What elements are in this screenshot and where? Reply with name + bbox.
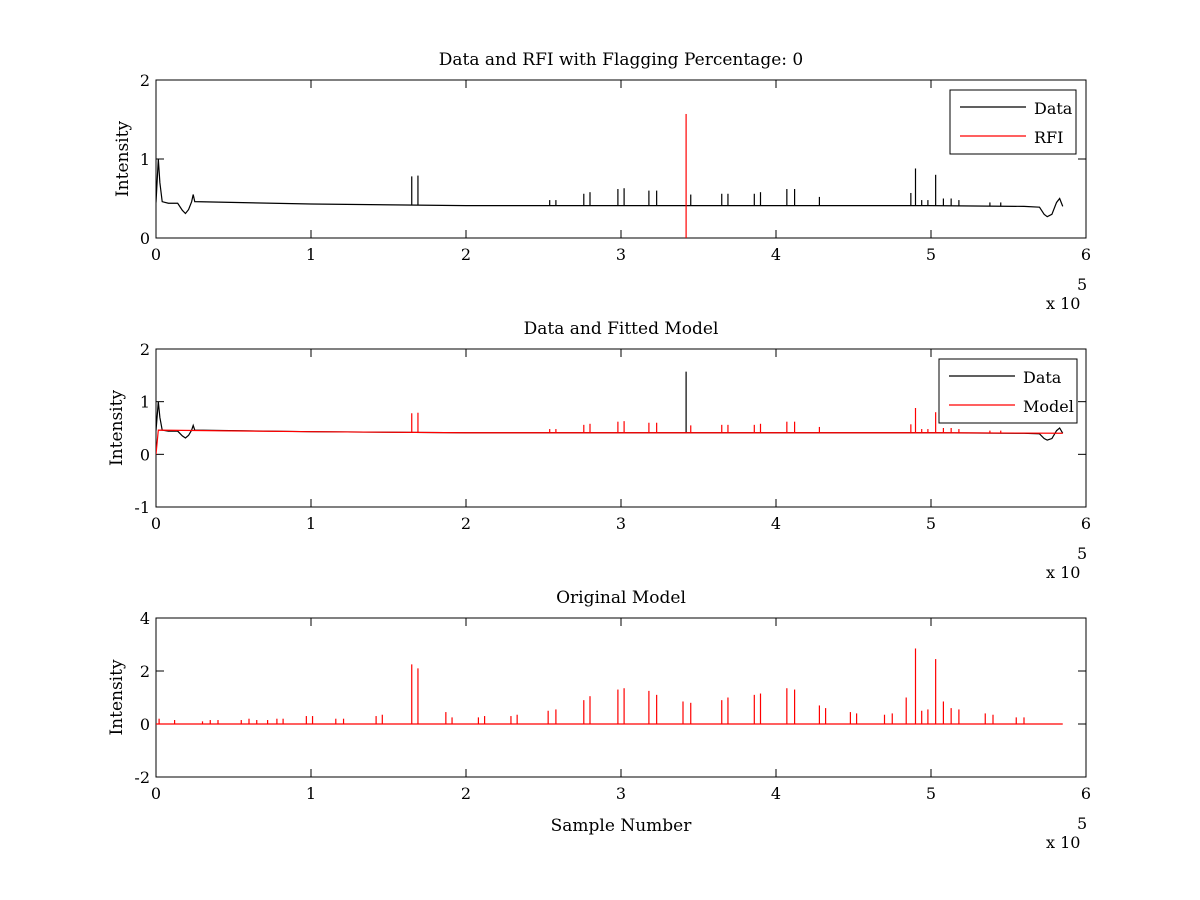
x-multiplier-exponent: 5 — [1077, 275, 1087, 294]
legend-label-model: Model — [1023, 397, 1074, 416]
y-tick-label: 2 — [140, 340, 150, 359]
x-tick-label: 1 — [306, 784, 316, 803]
x-tick-label: 2 — [461, 784, 471, 803]
x-tick-label: 3 — [616, 245, 626, 264]
x-multiplier: x 10 — [1046, 563, 1080, 582]
chart-title: Original Model — [556, 588, 686, 608]
y-axis-label: Intensity — [107, 659, 127, 735]
plot-area — [156, 648, 1063, 725]
x-multiplier-exponent: 5 — [1077, 544, 1087, 563]
y-tick-label: 0 — [140, 445, 150, 464]
x-tick-label: 6 — [1081, 514, 1091, 533]
y-tick-label: 0 — [140, 229, 150, 248]
chart-title: Data and Fitted Model — [524, 319, 719, 339]
y-tick-label: 0 — [140, 715, 150, 734]
legend-label-data: Data — [1023, 368, 1062, 387]
y-tick-label: -1 — [134, 498, 150, 517]
x-multiplier: x 10 — [1046, 833, 1080, 852]
x-tick-label: 6 — [1081, 245, 1091, 264]
x-tick-label: 6 — [1081, 784, 1091, 803]
y-axis-label: Intensity — [107, 390, 127, 466]
plot-area — [156, 371, 1064, 455]
x-tick-label: 4 — [771, 514, 781, 533]
y-tick-label: 1 — [140, 150, 150, 169]
x-tick-label: 4 — [771, 245, 781, 264]
axes-box — [155, 79, 1087, 239]
legend-box — [938, 358, 1078, 424]
chart-title: Data and RFI with Flagging Percentage: 0 — [439, 50, 803, 70]
series-model-line — [156, 429, 1063, 455]
x-tick-label: 2 — [461, 245, 471, 264]
x-multiplier-exponent: 5 — [1077, 814, 1087, 833]
legend-label-data: Data — [1034, 99, 1073, 118]
y-tick-label: 2 — [140, 662, 150, 681]
y-tick-label: 1 — [140, 393, 150, 412]
x-tick-label: 0 — [151, 784, 161, 803]
axes-box — [155, 617, 1087, 778]
x-tick-label: 1 — [306, 245, 316, 264]
x-tick-label: 5 — [926, 514, 936, 533]
series-data-line — [156, 158, 1064, 218]
x-axis-label: Sample Number — [551, 816, 693, 836]
y-tick-label: 2 — [140, 71, 150, 90]
legend: Data RFI — [949, 89, 1077, 155]
plot-area — [156, 113, 1064, 238]
legend-label-rfi: RFI — [1034, 128, 1063, 147]
y-tick-label: -2 — [134, 768, 150, 787]
x-tick-label: 0 — [151, 514, 161, 533]
y-axis-label: Intensity — [113, 121, 133, 197]
x-multiplier: x 10 — [1046, 294, 1080, 313]
x-tick-label: 3 — [616, 784, 626, 803]
x-tick-label: 4 — [771, 784, 781, 803]
x-tick-label: 5 — [926, 784, 936, 803]
x-tick-label: 5 — [926, 245, 936, 264]
x-tick-label: 2 — [461, 514, 471, 533]
legend-box — [949, 89, 1077, 155]
x-tick-label: 1 — [306, 514, 316, 533]
legend: Data Model — [938, 358, 1078, 424]
x-tick-label: 0 — [151, 245, 161, 264]
y-tick-label: 4 — [140, 609, 150, 628]
x-tick-label: 3 — [616, 514, 626, 533]
